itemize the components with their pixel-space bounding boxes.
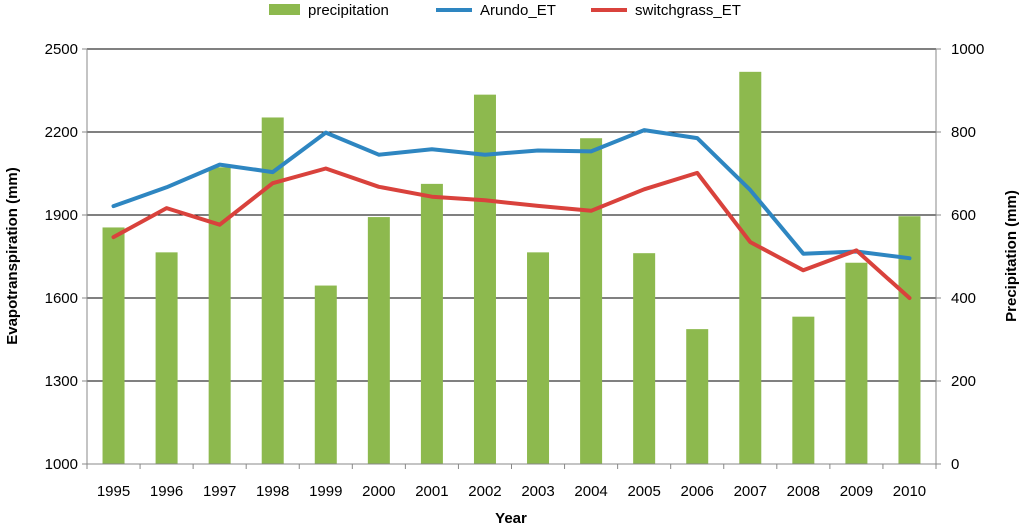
x-tick-label-1998: 1998 xyxy=(256,483,289,500)
y-left-tick-label: 1000 xyxy=(45,456,78,473)
y-axis-right-title: Precipitation (mm) xyxy=(1003,190,1020,322)
x-tick-label-2010: 2010 xyxy=(893,483,926,500)
legend-swatch-precipitation xyxy=(269,4,300,15)
y-left-tick-label: 2500 xyxy=(45,41,78,58)
x-axis-title: Year xyxy=(495,510,527,527)
line-series xyxy=(111,128,912,300)
bar-precipitation-2002 xyxy=(473,94,496,465)
x-tick-label-1995: 1995 xyxy=(97,483,130,500)
bar-precipitation-1998 xyxy=(261,117,284,464)
x-tick-label-2008: 2008 xyxy=(787,483,820,500)
line-switchgrass_ET xyxy=(111,166,912,300)
tick-labels: 1000 1300 1600 1900 2200 2500 0 200 400 600 800 100… xyxy=(45,41,985,500)
y-left-tick-label: 2200 xyxy=(45,124,78,141)
bar-precipitation-2010 xyxy=(898,216,921,464)
x-tick-label-2004: 2004 xyxy=(574,483,607,500)
bar-precipitation-1997 xyxy=(208,167,231,464)
y-right-tick-label: 0 xyxy=(951,456,959,473)
bar-precipitation-2001 xyxy=(420,183,443,464)
x-tick-label-1996: 1996 xyxy=(150,483,183,500)
legend-label-precipitation: precipitation xyxy=(308,2,389,19)
x-tick-label-1997: 1997 xyxy=(203,483,236,500)
bar-precipitation-1999 xyxy=(314,285,337,464)
axis-titles: Year Evapotranspiration (mm) Precipitati… xyxy=(4,167,1020,527)
y-left-tick-label: 1300 xyxy=(45,373,78,390)
legend-label-arundo: Arundo_ET xyxy=(480,2,556,19)
bar-precipitation-2000 xyxy=(367,217,390,464)
bar-precipitation-2007 xyxy=(739,71,762,464)
y-right-tick-label: 400 xyxy=(951,290,976,307)
x-tick-label-2006: 2006 xyxy=(681,483,714,500)
x-tick-label-2009: 2009 xyxy=(840,483,873,500)
x-tick-label-2000: 2000 xyxy=(362,483,395,500)
y-left-tick-label: 1600 xyxy=(45,290,78,307)
bar-precipitation-2005 xyxy=(633,253,656,464)
y-right-tick-label: 200 xyxy=(951,373,976,390)
line-Arundo_ET xyxy=(111,128,912,261)
x-tick-label-1999: 1999 xyxy=(309,483,342,500)
bar-precipitation-2006 xyxy=(686,329,709,464)
legend: precipitation Arundo_ET switchgrass_ET xyxy=(269,2,741,19)
bar-precipitation-1995 xyxy=(102,227,125,464)
x-tick-label-2003: 2003 xyxy=(521,483,554,500)
bar-precipitation-2004 xyxy=(580,138,603,464)
y-axis-left-title: Evapotranspiration (mm) xyxy=(4,167,21,345)
bar-precipitation-2009 xyxy=(845,262,868,464)
y-right-tick-label: 800 xyxy=(951,124,976,141)
x-tick-label-2007: 2007 xyxy=(734,483,767,500)
legend-label-switchgrass: switchgrass_ET xyxy=(635,2,741,19)
bar-precipitation-2003 xyxy=(527,252,550,464)
y-right-tick-label: 1000 xyxy=(951,41,984,58)
x-tick-label-2005: 2005 xyxy=(627,483,660,500)
bar-precipitation-1996 xyxy=(155,252,178,464)
bar-series xyxy=(102,71,921,465)
bar-precipitation-2008 xyxy=(792,316,815,464)
x-tick-label-2001: 2001 xyxy=(415,483,448,500)
y-left-tick-label: 1900 xyxy=(45,207,78,224)
axes xyxy=(82,48,941,469)
y-right-tick-label: 600 xyxy=(951,207,976,224)
x-tick-label-2002: 2002 xyxy=(468,483,501,500)
